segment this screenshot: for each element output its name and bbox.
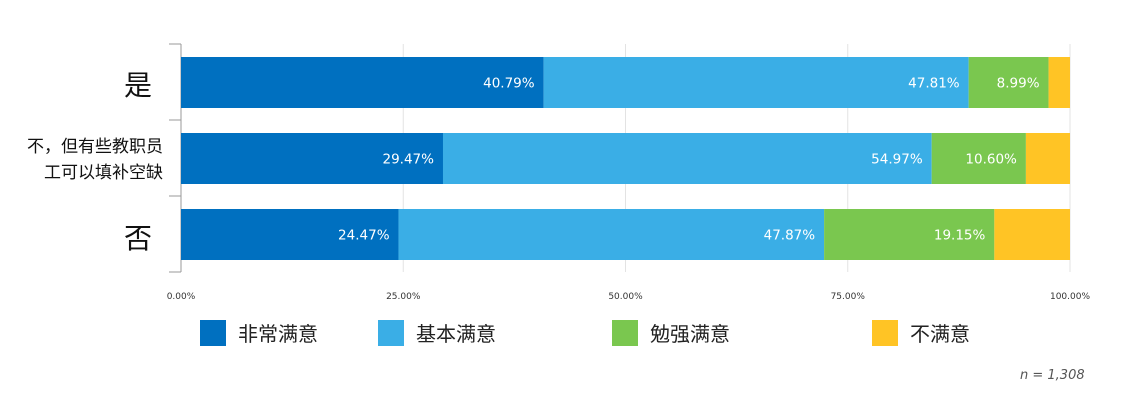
data-label: 24.47% bbox=[338, 228, 390, 244]
legend-item-barely-satisfied: 勉强满意 bbox=[612, 318, 730, 347]
bar-segment bbox=[398, 209, 825, 260]
category-label-yes: 是 bbox=[123, 69, 152, 102]
sample-size-note: n = 1,308 bbox=[1020, 368, 1085, 383]
category-label-partial-line1: 不，但有些教职员 bbox=[27, 137, 163, 157]
bar-segment bbox=[442, 133, 932, 184]
legend-label-basically-satisfied: 基本满意 bbox=[416, 322, 496, 346]
category-label-partial-line2: 工可以填补空缺 bbox=[44, 163, 163, 183]
legend-swatch-dissatisfied bbox=[872, 319, 898, 346]
bar-segment bbox=[968, 57, 1049, 108]
bar-segment bbox=[931, 133, 1026, 184]
x-tick-label: 75.00% bbox=[831, 292, 866, 302]
bar-segment bbox=[181, 209, 399, 260]
legend-item-very-satisfied: 非常满意 bbox=[200, 318, 318, 347]
legend-item-basically-satisfied: 基本满意 bbox=[378, 318, 496, 347]
category-label-partial: 不，但有些教职员 工可以填补空缺 bbox=[0, 134, 163, 186]
data-label: 54.97% bbox=[871, 152, 923, 168]
data-label: 40.79% bbox=[483, 76, 535, 92]
category-label-no: 否 bbox=[123, 222, 152, 255]
bar-segment bbox=[824, 209, 995, 260]
legend-label-very-satisfied: 非常满意 bbox=[238, 322, 318, 346]
data-label: 8.99% bbox=[997, 76, 1040, 92]
data-label: 10.60% bbox=[965, 152, 1017, 168]
legend-label-barely-satisfied: 勉强满意 bbox=[650, 322, 730, 346]
data-label: 47.87% bbox=[764, 228, 816, 244]
legend-swatch-barely-satisfied bbox=[612, 319, 638, 346]
x-tick-label: 0.00% bbox=[167, 292, 196, 302]
x-tick-label: 100.00% bbox=[1050, 292, 1090, 302]
data-label: 19.15% bbox=[934, 228, 986, 244]
x-tick-label: 25.00% bbox=[386, 292, 421, 302]
bar-segment bbox=[994, 209, 1070, 260]
bar-segment bbox=[181, 133, 443, 184]
legend-item-dissatisfied: 不满意 bbox=[872, 318, 970, 347]
data-label: 47.81% bbox=[908, 76, 960, 92]
legend: 非常满意 基本满意 勉强满意 不满意 bbox=[200, 318, 1000, 350]
legend-label-dissatisfied: 不满意 bbox=[910, 322, 970, 346]
legend-swatch-basically-satisfied bbox=[378, 319, 404, 346]
legend-swatch-very-satisfied bbox=[200, 319, 226, 346]
data-label: 29.47% bbox=[383, 152, 435, 168]
bar-segment bbox=[1048, 57, 1070, 108]
bar-segment bbox=[181, 57, 544, 108]
bar-segment bbox=[1025, 133, 1070, 184]
bar-segment bbox=[543, 57, 969, 108]
x-tick-label: 50.00% bbox=[608, 292, 643, 302]
